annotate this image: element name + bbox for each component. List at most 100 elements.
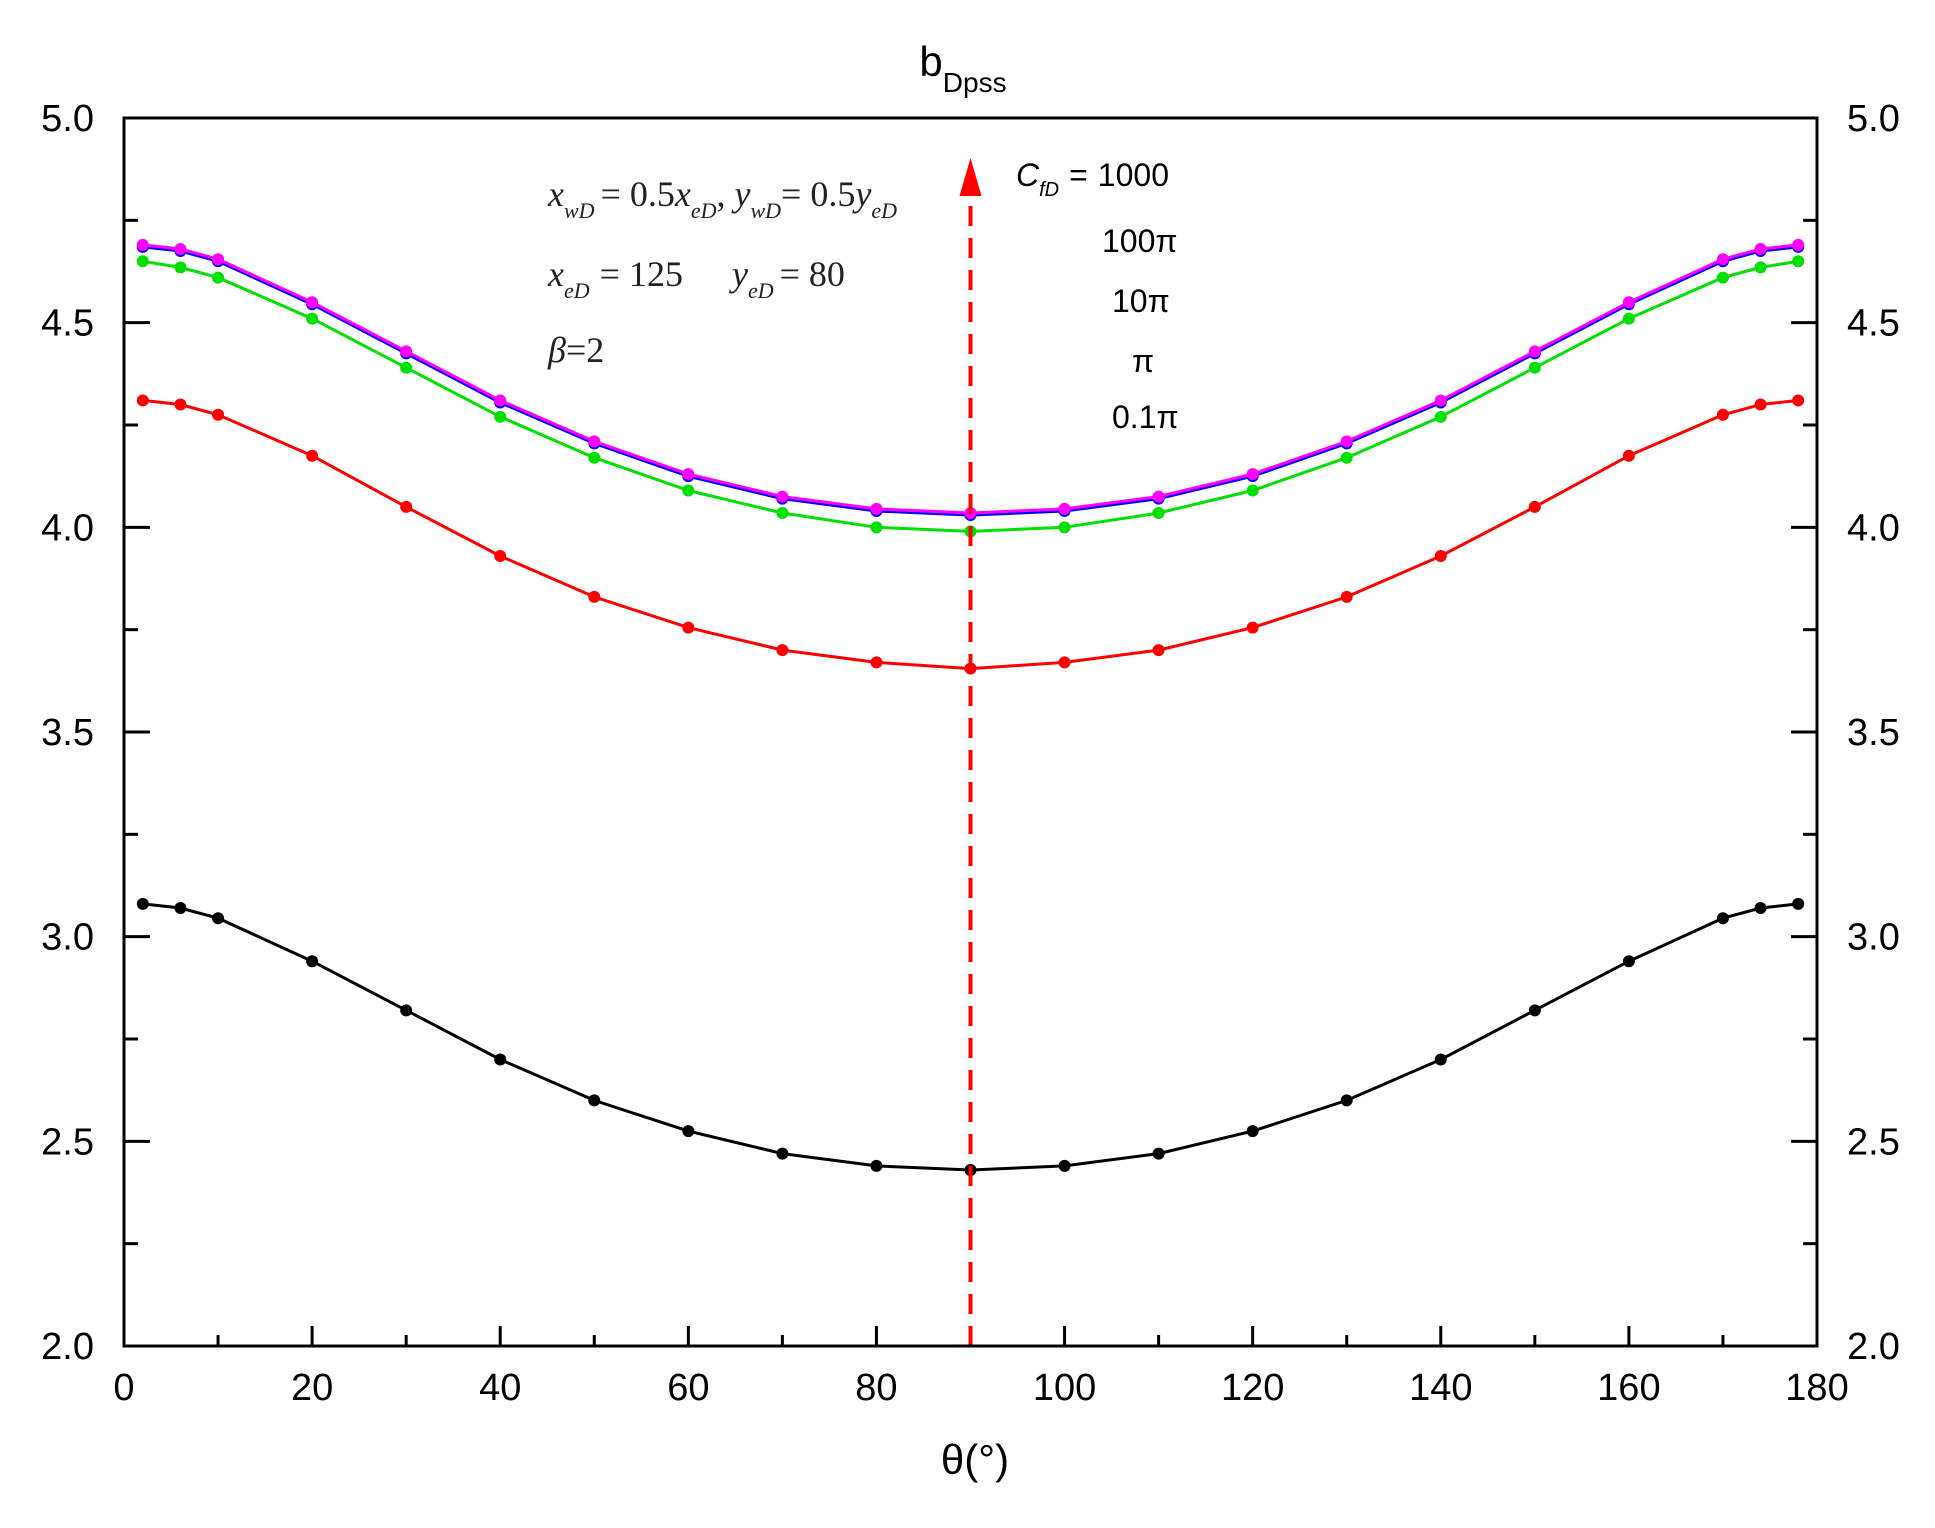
x-tick-label: 140	[1409, 1367, 1472, 1409]
y-tick-label-left: 2.0	[41, 1326, 94, 1368]
data-point	[400, 345, 413, 358]
data-point	[1058, 656, 1071, 669]
y-tick-label-left: 3.0	[41, 917, 94, 959]
x-tick-label: 180	[1785, 1367, 1848, 1409]
data-point	[776, 1147, 789, 1160]
data-point	[136, 255, 149, 268]
data-point	[306, 296, 319, 309]
series-group	[136, 238, 1805, 1176]
data-point	[306, 449, 319, 462]
data-point	[1340, 451, 1353, 464]
x-tick-label: 80	[855, 1367, 897, 1409]
y-tick-label-right: 4.5	[1847, 303, 1900, 345]
data-point	[1434, 549, 1447, 562]
data-point	[1152, 490, 1165, 503]
marker-arrow-head	[959, 158, 982, 196]
data-point	[1792, 255, 1805, 268]
data-point	[1716, 253, 1729, 266]
data-point	[174, 902, 187, 915]
data-point	[306, 312, 319, 325]
x-tick-label: 60	[667, 1367, 709, 1409]
data-point	[1058, 502, 1071, 515]
theta-marker	[959, 158, 982, 1346]
data-point	[1434, 410, 1447, 423]
data-point	[1622, 955, 1635, 968]
data-point	[588, 590, 601, 603]
data-point	[1152, 507, 1165, 520]
data-point	[682, 468, 695, 481]
data-point	[1716, 912, 1729, 925]
data-point	[494, 410, 507, 423]
y-tick-label-right: 5.0	[1847, 98, 1900, 140]
data-point	[682, 1125, 695, 1138]
data-point	[1058, 1159, 1071, 1172]
data-point	[870, 1159, 883, 1172]
condition-line-3: β=2	[547, 330, 604, 370]
data-point	[1528, 1004, 1541, 1017]
data-point	[870, 502, 883, 515]
data-point	[400, 361, 413, 374]
data-point	[1528, 361, 1541, 374]
data-point	[1246, 484, 1259, 497]
legend-entry-10pi: 10π	[1112, 283, 1170, 319]
x-tick-label: 0	[113, 1367, 134, 1409]
series-10π	[136, 255, 1805, 538]
legend-entry-pi: π	[1132, 343, 1154, 379]
data-point	[776, 507, 789, 520]
data-point	[1716, 271, 1729, 284]
data-point	[1528, 500, 1541, 513]
x-tick-label: 20	[291, 1367, 333, 1409]
data-point	[136, 238, 149, 251]
data-point	[1340, 435, 1353, 448]
y-tick-label-left: 5.0	[41, 98, 94, 140]
chart-title: bDpss	[919, 38, 1006, 98]
data-point	[1754, 398, 1767, 411]
y-tick-label-left: 4.0	[41, 507, 94, 549]
data-point	[1434, 1053, 1447, 1066]
data-point	[870, 656, 883, 669]
data-point	[1246, 621, 1259, 634]
data-point	[494, 394, 507, 407]
data-point	[588, 451, 601, 464]
plot-frame	[122, 116, 1819, 1348]
data-point	[494, 1053, 507, 1066]
legend-entry-100pi: 100π	[1102, 223, 1177, 259]
data-point	[400, 500, 413, 513]
y-tick-label-left: 3.5	[41, 712, 94, 754]
data-point	[682, 484, 695, 497]
data-point	[1622, 296, 1635, 309]
data-point	[1754, 242, 1767, 255]
data-point	[1716, 408, 1729, 421]
data-point	[1246, 468, 1259, 481]
y-tick-labels-right: 2.0 2.5 3.0 3.5 4.0 4.5 5.0	[1847, 98, 1900, 1368]
data-point	[870, 521, 883, 534]
x-tick-label: 120	[1221, 1367, 1284, 1409]
condition-line-1: xwD = 0.5xeD, ywD= 0.5yeD	[547, 174, 897, 223]
x-tick-label: 40	[479, 1367, 521, 1409]
x-tick-labels: 0 20 40 60 80 100 120 140 160 180	[113, 1367, 1848, 1409]
x-tick-label: 100	[1033, 1367, 1096, 1409]
legend-entry-1000: CfD = 1000	[1016, 157, 1169, 201]
data-point	[1152, 644, 1165, 657]
data-point	[776, 644, 789, 657]
data-point	[174, 261, 187, 274]
data-point	[174, 242, 187, 255]
legend-entry-0-1pi: 0.1π	[1112, 399, 1179, 435]
data-point	[1340, 1094, 1353, 1107]
data-point	[1622, 449, 1635, 462]
data-point	[212, 408, 225, 421]
legend: CfD = 1000 100π 10π π 0.1π	[1016, 157, 1179, 435]
data-point	[682, 621, 695, 634]
data-point	[1246, 1125, 1259, 1138]
y-tick-label-right: 2.5	[1847, 1121, 1900, 1163]
data-point	[1622, 312, 1635, 325]
data-point	[306, 955, 319, 968]
data-point	[588, 1094, 601, 1107]
data-point	[174, 398, 187, 411]
data-point	[212, 271, 225, 284]
data-point	[1434, 394, 1447, 407]
data-point	[1528, 345, 1541, 358]
y-tick-labels-left: 2.0 2.5 3.0 3.5 4.0 4.5 5.0	[41, 98, 94, 1368]
y-tick-label-right: 4.0	[1847, 507, 1900, 549]
